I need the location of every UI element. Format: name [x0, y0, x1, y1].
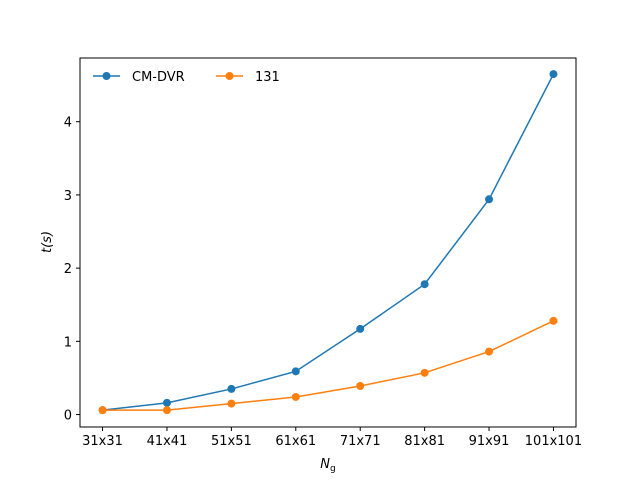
x-tick-label: 81x81 — [404, 434, 445, 449]
y-tick-label: 3 — [64, 189, 72, 204]
legend: CM-DVR 131 — [93, 70, 280, 85]
data-point-131 — [420, 368, 429, 377]
legend-marker-131 — [225, 72, 234, 80]
legend-marker-cm-dvr — [102, 72, 111, 80]
y-tick-label: 1 — [64, 335, 72, 350]
y-axis-label: t(s) — [40, 231, 55, 253]
y-tick-label: 0 — [64, 409, 72, 424]
x-tick-label: 101x101 — [525, 434, 582, 449]
data-point-131 — [549, 316, 558, 325]
x-tick-label: 61x61 — [275, 434, 316, 449]
plot-area — [80, 58, 576, 427]
x-tick-label: 31x31 — [82, 434, 123, 449]
data-point-cm-dvr — [485, 195, 494, 204]
x-axis: 31x31 41x41 51x51 61x61 71x71 81x81 91x91 101x1… — [82, 427, 582, 449]
y-axis: 0 1 2 3 4 — [64, 116, 80, 424]
data-point-131 — [356, 382, 365, 390]
plot-frame — [79, 57, 577, 428]
y-tick-label: 2 — [64, 262, 72, 277]
series-layer — [98, 70, 558, 415]
x-axis-label: Ng — [320, 457, 335, 474]
x-tick-label: 71x71 — [340, 434, 381, 449]
x-tick-label: 41x41 — [147, 434, 188, 449]
legend-label-131: 131 — [255, 70, 280, 85]
data-point-cm-dvr — [549, 70, 558, 79]
data-point-131 — [98, 406, 107, 415]
data-point-cm-dvr — [291, 367, 300, 376]
y-tick-label: 4 — [64, 116, 72, 131]
x-axis-label-base: N — [320, 457, 330, 472]
data-point-cm-dvr — [227, 384, 236, 393]
data-point-131 — [162, 406, 171, 415]
x-axis-label-subscript: g — [330, 464, 336, 474]
x-tick-label: 51x51 — [211, 434, 252, 449]
series-line-cm-dvr — [102, 73, 555, 411]
data-point-cm-dvr — [356, 324, 365, 333]
y-axis-label-base: t — [40, 247, 55, 253]
series-line-131 — [102, 320, 554, 411]
data-point-cm-dvr — [420, 280, 429, 289]
data-point-131 — [227, 399, 236, 408]
x-tick-label: 91x91 — [469, 434, 510, 449]
y-axis-label-arg: (s) — [40, 231, 55, 248]
data-point-131 — [485, 347, 494, 356]
legend-label-cm-dvr: CM-DVR — [132, 70, 185, 85]
data-point-131 — [291, 392, 300, 401]
data-point-cm-dvr — [162, 398, 171, 407]
